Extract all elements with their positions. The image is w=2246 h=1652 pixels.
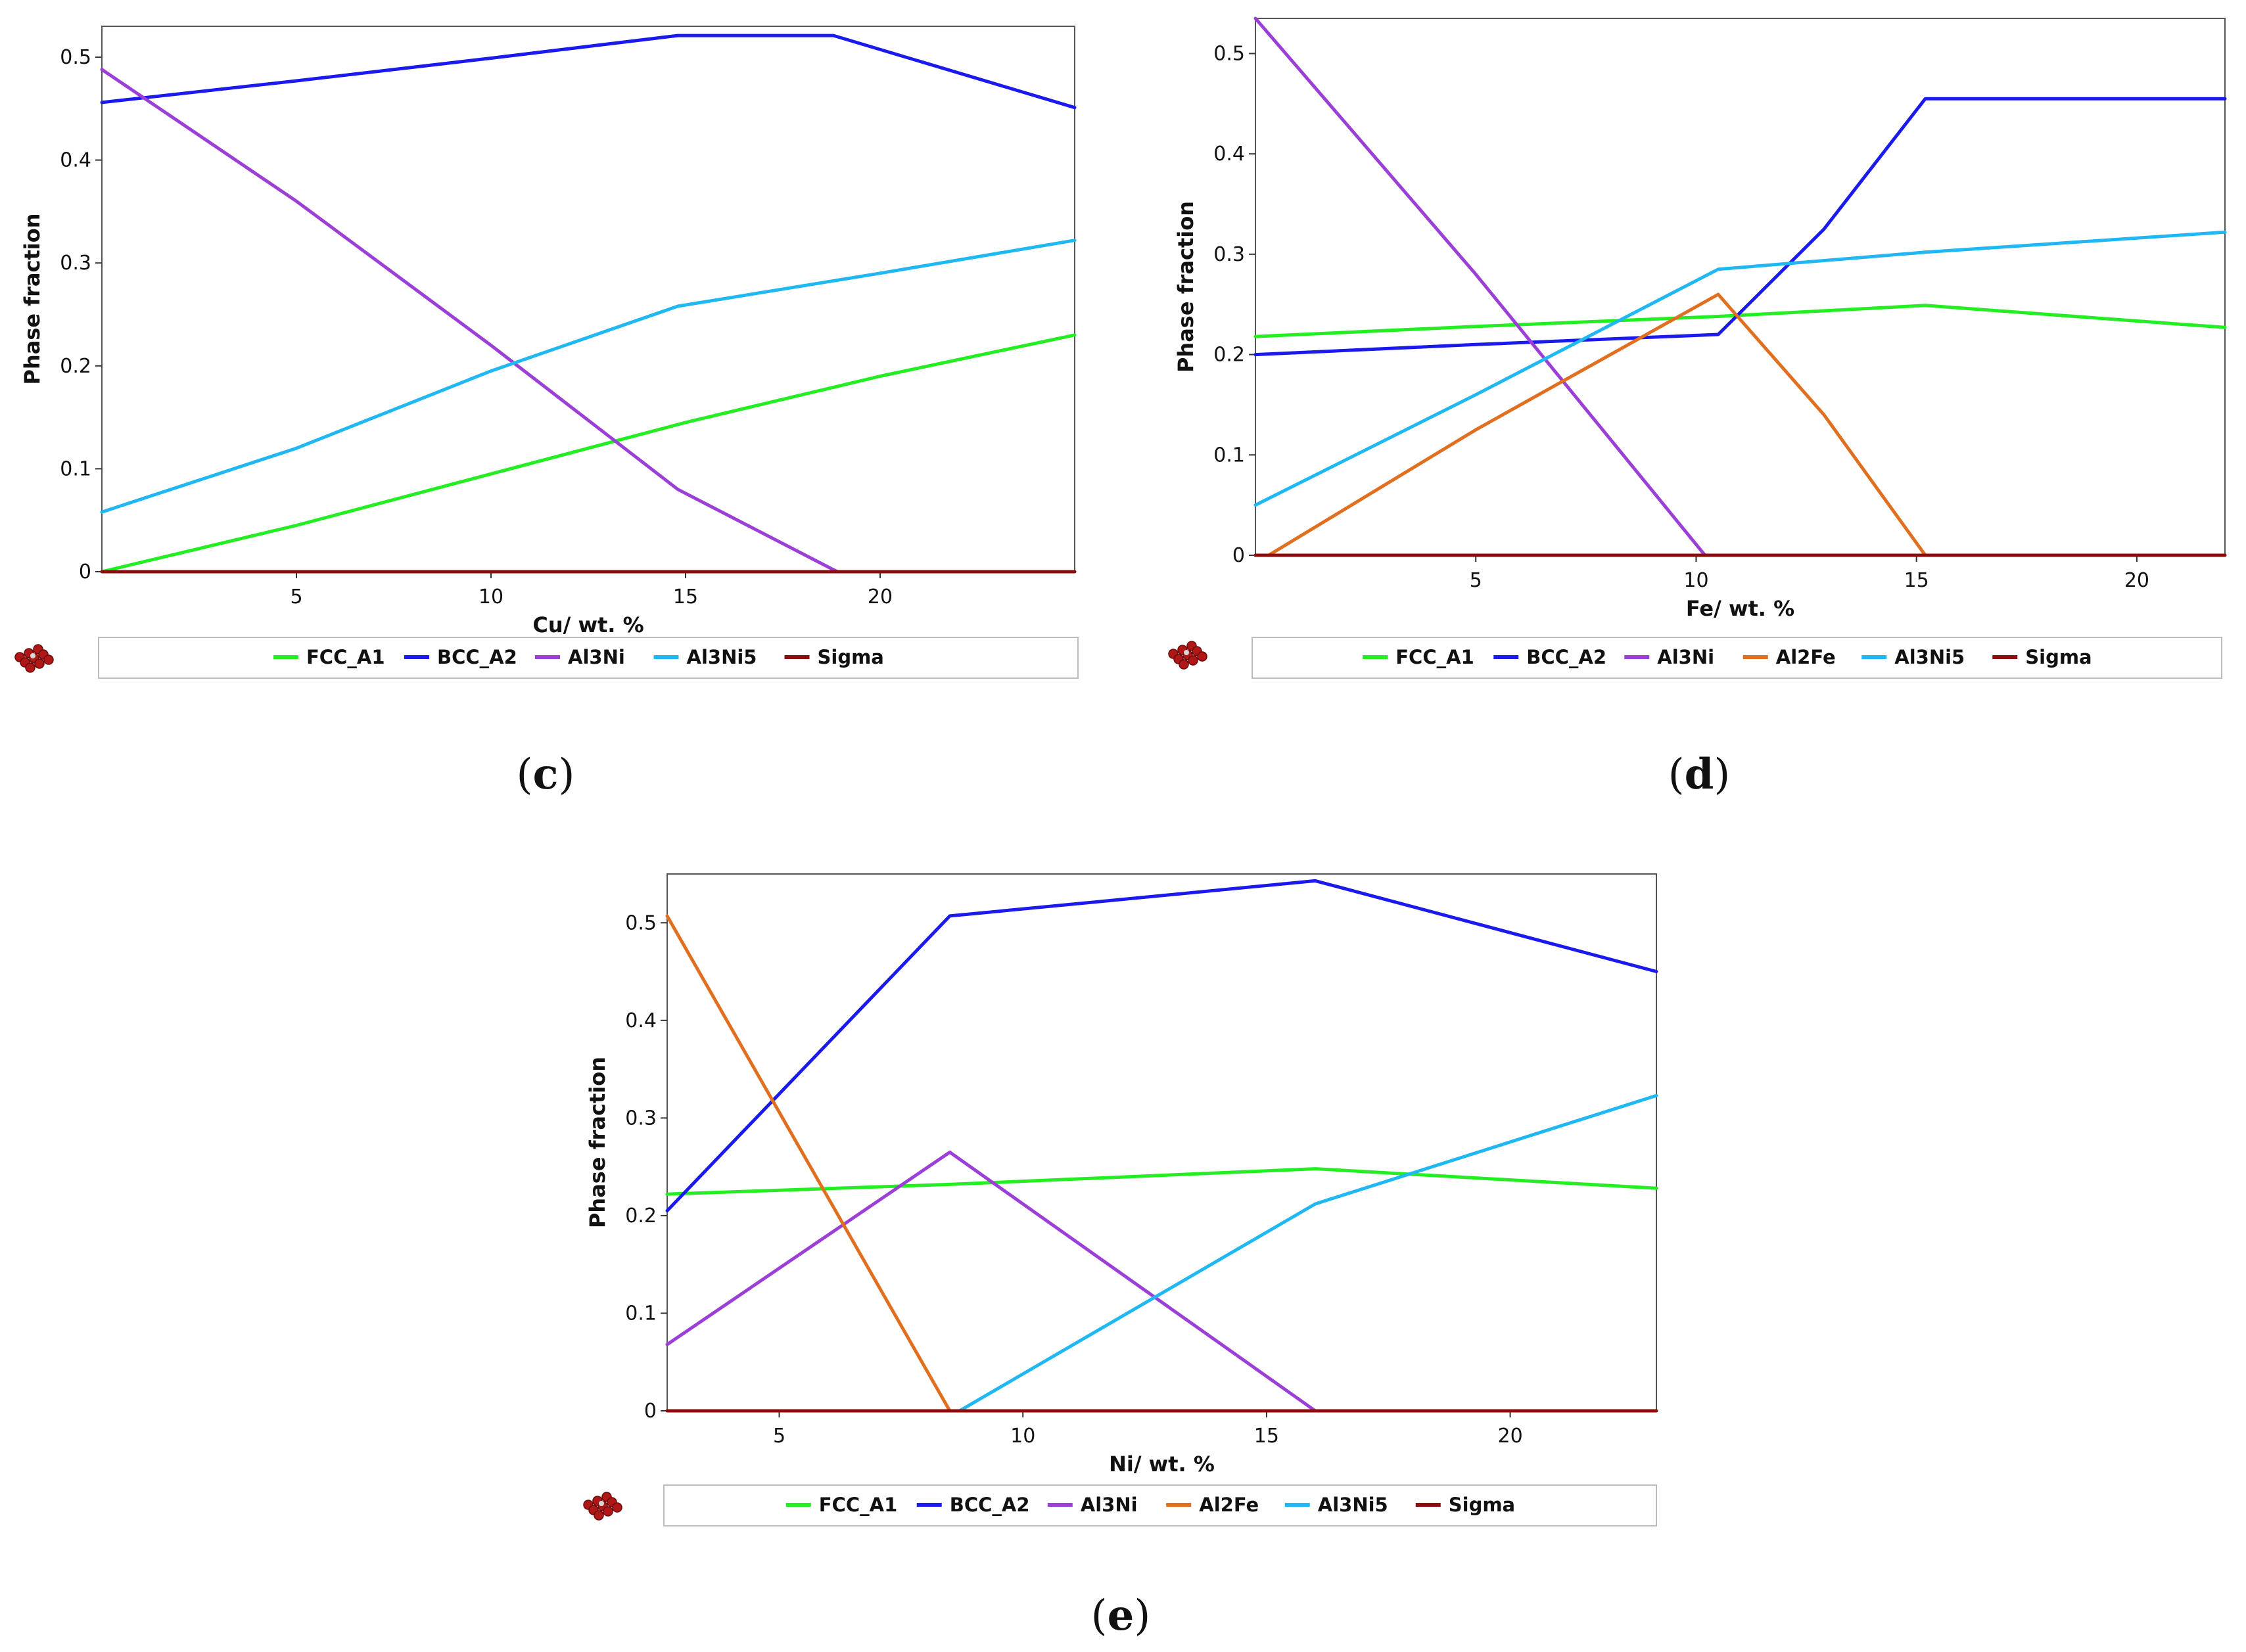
series-line-al3ni: [665, 1150, 1317, 1413]
legend-entry: Al3Ni: [1081, 1494, 1138, 1516]
y-tick-label: 0.2: [60, 355, 91, 378]
legend-entry: Al3Ni: [568, 646, 625, 668]
series-line-fcc-a1: [665, 1167, 1658, 1196]
x-axis-label: Ni/ wt. %: [1109, 1452, 1215, 1477]
legend-entry: Al3Ni5: [1894, 646, 1965, 668]
plot-area: [667, 873, 1657, 1411]
y-axis-label: Phase fraction: [20, 213, 45, 384]
y-tick-label: 0.1: [60, 457, 91, 480]
x-tick-label: 5: [290, 585, 302, 608]
x-tick-label: 15: [673, 585, 698, 608]
x-tick-label: 20: [868, 585, 893, 608]
x-tick-label: 10: [479, 585, 503, 608]
legend-entry: FCC_A1: [1395, 646, 1474, 668]
x-tick-label: 15: [1904, 569, 1929, 592]
plot-area: [101, 26, 1075, 572]
legend-entry: FCC_A1: [306, 646, 385, 668]
series-line-al3ni: [100, 68, 839, 574]
x-tick-label: 20: [1497, 1425, 1522, 1448]
chart-panel-d: 0 0.1 0.2 0.3 0.4 0.5 5 10 15 20 Fe/ wt. % Phase fr…: [1168, 16, 2227, 799]
x-tick-label: 15: [1254, 1425, 1279, 1448]
atom-cluster-icon: [14, 644, 54, 673]
series-line-bcc-a2: [665, 879, 1658, 1212]
legend-entry: Al2Fe: [1199, 1494, 1259, 1516]
y-tick-label: 0.1: [625, 1302, 657, 1325]
panel-caption: (c): [517, 750, 575, 799]
legend-entry: Al2Fe: [1776, 646, 1836, 668]
atom-cluster-icon: [583, 1492, 622, 1521]
y-tick-label: 0: [644, 1400, 657, 1423]
atom-cluster-icon: [1168, 641, 1207, 670]
y-axis-label: Phase fraction: [585, 1057, 610, 1228]
legend-entry: Al3Ni5: [687, 646, 757, 668]
y-tick-label: 0.3: [60, 252, 91, 275]
legend-box: [663, 1484, 1657, 1526]
legend-entry: BCC_A2: [1526, 646, 1606, 668]
y-tick-label: 0.1: [1213, 444, 1245, 467]
legend-entry: Al3Ni: [1657, 646, 1714, 668]
legend: FCC_A1 BCC_A2 Al3Ni Al2Fe Al3Ni5 Sigma: [1252, 637, 2222, 679]
series-line-al3ni5: [1253, 230, 2227, 507]
x-tick-label: 10: [1683, 569, 1708, 592]
series-line-al3ni5: [958, 1093, 1658, 1413]
legend-entry: Sigma: [2025, 646, 2092, 668]
panel-caption: (e): [1091, 1591, 1151, 1640]
chart-panel-c: 0 0.1 0.2 0.3 0.4 0.5 5 10 15 20 Cu/ wt. % Phase fr…: [14, 26, 1079, 799]
y-tick-label: 0.3: [625, 1107, 657, 1130]
legend-box: [1252, 637, 2222, 679]
y-tick-label: 0.2: [625, 1205, 657, 1228]
x-tick-label: 20: [2124, 569, 2149, 592]
series-line-al3ni5: [100, 239, 1077, 514]
legend: FCC_A1 BCC_A2 Al3Ni Al3Ni5 Sigma: [98, 637, 1079, 679]
legend-entry: Sigma: [818, 646, 884, 668]
x-axis-label: Fe/ wt. %: [1686, 596, 1794, 621]
y-tick-label: 0.5: [60, 46, 91, 69]
x-tick-label: 5: [773, 1425, 785, 1448]
legend: FCC_A1 BCC_A2 Al3Ni Al2Fe Al3Ni5 Sigma: [663, 1484, 1657, 1526]
legend-entry: BCC_A2: [437, 646, 517, 668]
x-tick-label: 10: [1010, 1425, 1035, 1448]
y-tick-label: 0.2: [1213, 344, 1245, 367]
legend-entry: Al3Ni5: [1318, 1494, 1388, 1516]
series-line-al3ni: [1253, 16, 1707, 557]
y-tick-label: 0.4: [1213, 143, 1245, 166]
legend-entry: BCC_A2: [950, 1494, 1030, 1516]
chart-panel-e: 0 0.1 0.2 0.3 0.4 0.5 5 10 15 20 Ni/ wt. % Phase fr…: [583, 873, 1658, 1640]
series-line-fcc-a1: [100, 333, 1077, 574]
y-tick-label: 0.3: [1213, 243, 1245, 266]
y-tick-label: 0.5: [625, 911, 657, 934]
legend-entry: FCC_A1: [819, 1494, 898, 1516]
legend-box: [98, 637, 1079, 679]
series-line-al2fe: [1267, 292, 1927, 557]
series-line-fcc-a1: [1253, 304, 2227, 338]
y-tick-label: 0.5: [1213, 42, 1245, 65]
series-line-bcc-a2: [100, 34, 1077, 110]
series-line-bcc-a2: [1253, 97, 2227, 357]
y-tick-label: 0: [1232, 544, 1245, 567]
y-tick-label: 0.4: [625, 1009, 657, 1032]
x-axis-label: Cu/ wt. %: [532, 612, 643, 637]
series-line-al2fe: [665, 914, 952, 1413]
y-tick-label: 0.4: [60, 149, 91, 172]
x-tick-label: 5: [1470, 569, 1482, 592]
y-tick-label: 0: [79, 561, 91, 584]
y-axis-label: Phase fraction: [1173, 201, 1198, 373]
panel-caption: (d): [1668, 750, 1731, 799]
legend-entry: Sigma: [1449, 1494, 1515, 1516]
